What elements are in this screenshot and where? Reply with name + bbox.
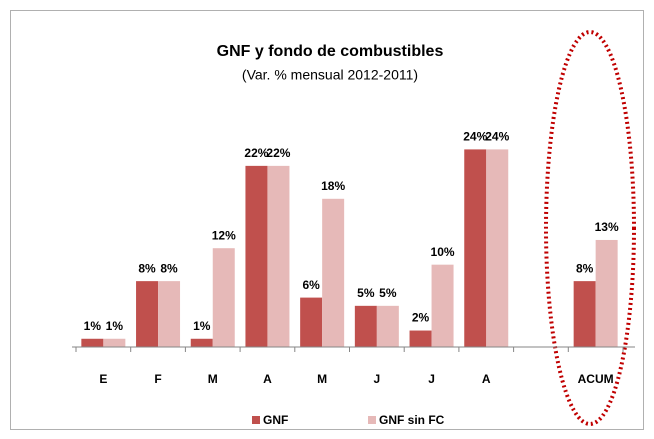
data-label: 24% <box>485 130 509 144</box>
x-tick-label: J <box>374 372 381 386</box>
data-label: 8% <box>138 261 156 275</box>
bar <box>595 239 618 347</box>
bar <box>300 297 323 347</box>
bar <box>486 149 509 347</box>
x-tick-label: A <box>482 372 491 386</box>
x-tick-label: M <box>208 372 218 386</box>
legend-swatch <box>368 416 376 424</box>
x-tick-label: F <box>154 372 161 386</box>
data-label: 5% <box>379 286 397 300</box>
data-label: 22% <box>244 146 268 160</box>
data-label: 8% <box>576 261 594 275</box>
bar <box>245 165 268 347</box>
legend-label: GNF <box>263 413 288 427</box>
x-tick-label: M <box>317 372 327 386</box>
bar <box>212 248 235 347</box>
bar <box>431 264 454 347</box>
data-label: 12% <box>212 228 236 242</box>
data-label: 18% <box>321 179 345 193</box>
x-tick-label: J <box>428 372 435 386</box>
data-label: 1% <box>84 319 102 333</box>
bar <box>464 149 487 347</box>
bar <box>81 338 104 347</box>
highlight-ellipse <box>544 30 636 426</box>
bar <box>136 281 159 347</box>
bar <box>158 281 181 347</box>
data-label: 10% <box>431 245 455 259</box>
legend-label: GNF sin FC <box>379 413 445 427</box>
chart-subtitle: (Var. % mensual 2012-2011) <box>242 67 418 83</box>
data-label: 13% <box>595 220 619 234</box>
bar <box>573 281 596 347</box>
data-label: 1% <box>106 319 124 333</box>
data-label: 24% <box>463 130 487 144</box>
data-label: 8% <box>160 261 178 275</box>
data-label: 6% <box>302 278 320 292</box>
data-label: 2% <box>412 311 430 325</box>
data-label: 1% <box>193 319 211 333</box>
x-tick-label: ACUM <box>578 372 614 386</box>
legend-swatch <box>252 416 260 424</box>
data-label: 5% <box>357 286 375 300</box>
bar <box>376 305 399 347</box>
bar <box>190 338 213 347</box>
data-label: 22% <box>266 146 290 160</box>
x-tick-label: A <box>263 372 272 386</box>
bar <box>103 338 126 347</box>
bar <box>409 330 432 347</box>
bar <box>354 305 377 347</box>
x-tick-label: E <box>99 372 107 386</box>
chart-title: GNF y fondo de combustibles <box>217 43 444 60</box>
bar <box>267 165 290 347</box>
bar <box>322 198 345 347</box>
